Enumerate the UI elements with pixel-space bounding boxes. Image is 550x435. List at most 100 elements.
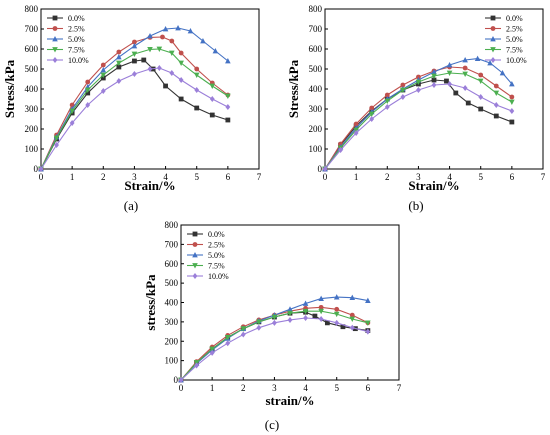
data-point xyxy=(509,94,515,100)
legend-marker xyxy=(490,57,496,63)
series-line xyxy=(40,59,229,170)
data-point xyxy=(312,313,318,319)
data-point xyxy=(368,111,375,117)
legend-entry: 7.5% xyxy=(68,46,85,55)
y-tick-label: 100 xyxy=(25,144,39,154)
data-point xyxy=(69,108,75,114)
data-point xyxy=(178,77,184,83)
x-tick-label: 4 xyxy=(447,172,452,182)
data-point xyxy=(349,324,355,331)
data-point xyxy=(100,67,107,73)
y-tick-label: 800 xyxy=(25,4,39,14)
y-tick-label: 200 xyxy=(309,124,323,134)
data-point xyxy=(478,94,484,100)
x-tick-label: 2 xyxy=(241,383,246,393)
legend-marker xyxy=(52,47,58,53)
data-point xyxy=(175,25,181,31)
legend-entry: 5.0% xyxy=(208,251,225,260)
data-point xyxy=(302,308,309,315)
data-point xyxy=(349,294,356,301)
data-point xyxy=(453,90,459,96)
data-point xyxy=(169,70,175,76)
data-point xyxy=(141,57,147,63)
y-tick-label: 400 xyxy=(309,84,323,94)
data-point xyxy=(462,85,468,91)
legend-entry: 0.0% xyxy=(506,14,523,23)
data-point xyxy=(465,100,471,106)
x-tick-label: 1 xyxy=(70,172,75,182)
panel-label: (c) xyxy=(265,417,279,432)
x-tick-label: 1 xyxy=(210,383,215,393)
data-point xyxy=(400,82,406,88)
y-tick-label: 200 xyxy=(25,124,39,134)
data-point xyxy=(147,33,153,39)
x-tick-label: 6 xyxy=(366,383,371,393)
data-point xyxy=(209,349,215,356)
data-point xyxy=(209,83,216,89)
data-point xyxy=(132,71,137,77)
data-point xyxy=(169,50,175,56)
legend: 0.0% 2.5%5.0% 7.5%10.0% xyxy=(47,14,89,65)
data-point xyxy=(493,113,499,119)
y-tick-label: 700 xyxy=(165,239,179,249)
data-point xyxy=(85,79,91,85)
data-point xyxy=(478,72,484,78)
data-point xyxy=(447,81,452,87)
legend-marker xyxy=(52,26,58,31)
data-point xyxy=(509,99,515,105)
data-point xyxy=(272,319,277,326)
data-point xyxy=(169,38,175,44)
data-point xyxy=(160,34,165,40)
data-point xyxy=(194,66,200,72)
legend-entry: 7.5% xyxy=(208,262,225,271)
legend-marker xyxy=(192,273,198,279)
data-point xyxy=(178,60,184,66)
series-2 xyxy=(322,55,515,172)
legend-entry: 2.5% xyxy=(68,25,85,34)
data-point xyxy=(162,26,169,32)
legend-marker xyxy=(192,263,198,269)
data-point xyxy=(194,362,199,369)
legend-marker xyxy=(490,26,496,31)
series-3 xyxy=(178,308,371,383)
x-tick-label: 3 xyxy=(272,383,277,393)
data-point xyxy=(132,58,137,64)
data-point xyxy=(353,121,359,127)
x-tick-label: 3 xyxy=(132,172,137,182)
data-point xyxy=(365,320,371,326)
y-tick-label: 500 xyxy=(309,64,323,74)
data-point xyxy=(178,50,184,56)
data-point xyxy=(462,71,468,77)
y-axis-label: stress/kPa xyxy=(143,274,158,331)
x-axis-label: Strain/% xyxy=(408,178,459,193)
data-point xyxy=(271,314,278,321)
y-tick-label: 600 xyxy=(25,44,39,54)
x-tick-label: 0 xyxy=(323,172,328,182)
data-point xyxy=(225,93,231,99)
data-point xyxy=(193,72,200,78)
data-point xyxy=(318,315,324,322)
data-point xyxy=(240,331,246,338)
y-tick-label: 0 xyxy=(34,164,39,174)
data-point xyxy=(400,94,406,100)
data-point xyxy=(509,108,515,114)
data-point xyxy=(349,316,356,322)
y-tick-label: 700 xyxy=(25,24,39,34)
data-point xyxy=(303,315,308,321)
data-point xyxy=(446,62,453,68)
data-point xyxy=(147,66,153,72)
data-point xyxy=(287,316,293,323)
data-point xyxy=(209,96,215,102)
data-point xyxy=(256,324,262,331)
data-point xyxy=(116,64,122,70)
legend-marker xyxy=(192,231,198,237)
data-point xyxy=(100,72,107,78)
x-tick-label: 2 xyxy=(101,172,106,182)
y-tick-label: 400 xyxy=(165,298,179,308)
y-axis-label: Stress/kPa xyxy=(2,59,17,118)
legend-entry: 5.0% xyxy=(68,35,85,44)
data-point xyxy=(493,102,499,108)
y-tick-label: 300 xyxy=(309,104,323,114)
y-tick-label: 200 xyxy=(165,336,179,346)
x-tick-label: 0 xyxy=(39,172,44,182)
